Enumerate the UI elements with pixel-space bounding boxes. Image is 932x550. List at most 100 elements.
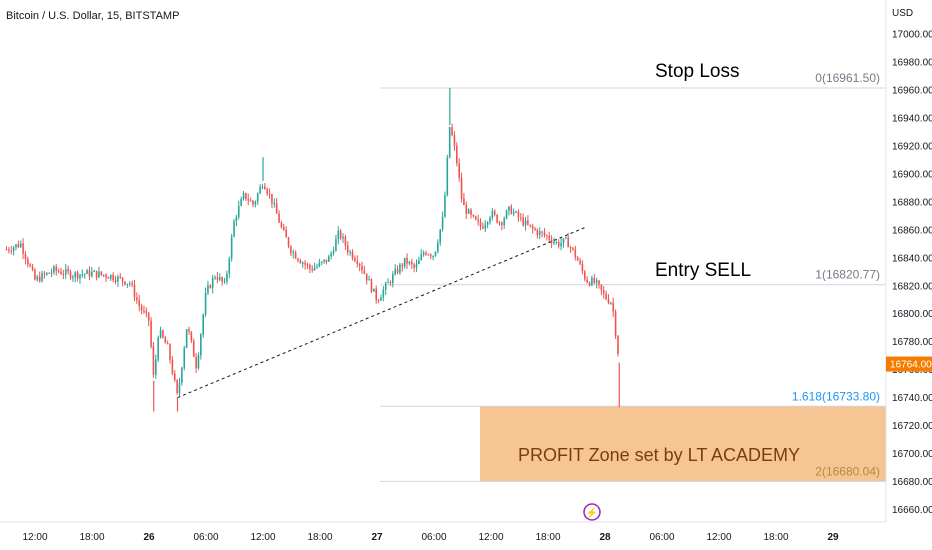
candle-body [373,288,375,292]
candle-body [247,199,250,201]
candle-body [304,262,306,265]
candle-body [595,280,598,283]
price-axis[interactable]: 17000.00 16980.00 16960.00 16940.00 16920.00… [892,30,932,516]
candle-body [19,243,22,248]
candle-body [259,186,261,194]
currency-label: USD [892,8,913,19]
candle-body [489,217,491,223]
candle-body [147,312,150,321]
candle-body [524,220,527,226]
candle-body [605,293,607,300]
symbol-title[interactable]: Bitcoin / U.S. Dollar, 15, BITSTAMP [6,10,179,22]
entry-sell-label[interactable]: Entry SELL [655,260,751,281]
candle-body [285,230,287,238]
candle-body [434,251,437,256]
candle-body [88,270,91,277]
candle-body [422,252,425,255]
candle-body [261,186,264,188]
lightning-icon[interactable]: ⚡ [583,503,601,521]
candle-body [102,274,105,276]
candle-body [413,264,415,268]
candle-body [444,195,446,217]
candle-body [510,206,513,214]
profit-zone[interactable] [480,406,886,482]
candle-body [55,266,58,271]
candle-body [245,192,247,200]
candle-body [335,239,337,252]
candle-body [268,193,271,195]
time-axis[interactable]: 12:00 18:00 26 06:00 12:00 18:00 27 06:00 12:00 1… [22,532,839,543]
candle-body [610,302,612,304]
y-tick-label: 16940.00 [892,114,932,125]
candle-body [456,145,458,164]
candle-body [529,224,532,226]
candle-body [126,283,129,285]
candle-body [228,258,231,274]
x-tick-label: 12:00 [250,532,275,543]
candle-body [24,253,27,260]
candle-body [50,272,53,274]
y-tick-label: 16680.00 [892,477,932,488]
candle-body [451,127,453,136]
candle-body [503,218,505,226]
candle-body [498,222,501,224]
candle-body [237,205,240,217]
candle-body [221,277,223,282]
candle-body [41,273,43,282]
candle-body [474,216,477,220]
candle-body [527,220,529,225]
y-tick-label: 16840.00 [892,253,932,264]
candle-body [131,283,133,285]
candle-body [617,335,619,354]
y-tick-label: 16960.00 [892,86,932,97]
candle-body [598,280,600,285]
profit-zone-label[interactable]: PROFIT Zone set by LT ACADEMY [518,445,800,465]
candle-body [159,330,162,338]
y-tick-label: 17000.00 [892,30,932,41]
candle-body [100,271,103,275]
candle-body [157,337,159,360]
candle-body [152,346,155,375]
candle-body [418,260,420,265]
candle-body [432,255,434,257]
candle-body [313,267,316,271]
candle-body [60,271,62,275]
candle-body [522,217,524,226]
candle-body [538,231,541,236]
y-tick-label: 16880.00 [892,197,932,208]
candle-body [363,270,366,274]
candle-body [460,177,463,199]
candle-body [124,281,126,285]
candle-body [370,279,373,292]
y-tick-label: 16920.00 [892,142,932,153]
candle-body [550,239,553,243]
candle-body [138,300,141,307]
x-tick-label: 06:00 [193,532,218,543]
trendline[interactable] [177,226,587,399]
candle-body [22,243,24,254]
candle-body [493,211,496,215]
candle-body [230,236,233,259]
candle-body [34,269,36,280]
candle-body [602,290,605,294]
candlestick-series [5,88,620,412]
candle-body [453,135,456,146]
fibonacci-levels[interactable]: 0(16961.50) 1(16820.77) 1.618(16733.80) 2(1… [380,71,886,482]
candle-body [337,230,340,240]
candle-body [95,270,98,278]
stop-loss-label[interactable]: Stop Loss [655,61,740,82]
candle-body [565,237,567,239]
last-price-tag: 16764.00 [886,356,932,372]
candle-body [62,274,65,276]
candle-body [403,257,406,267]
candle-body [467,209,470,214]
candle-body [408,261,411,264]
candle-body [339,230,342,239]
candle-body [280,222,283,228]
candle-body [477,219,479,222]
candle-body [74,272,77,277]
svg-text:16764.00: 16764.00 [890,360,932,371]
candle-body [86,270,88,274]
candle-body [576,257,579,261]
